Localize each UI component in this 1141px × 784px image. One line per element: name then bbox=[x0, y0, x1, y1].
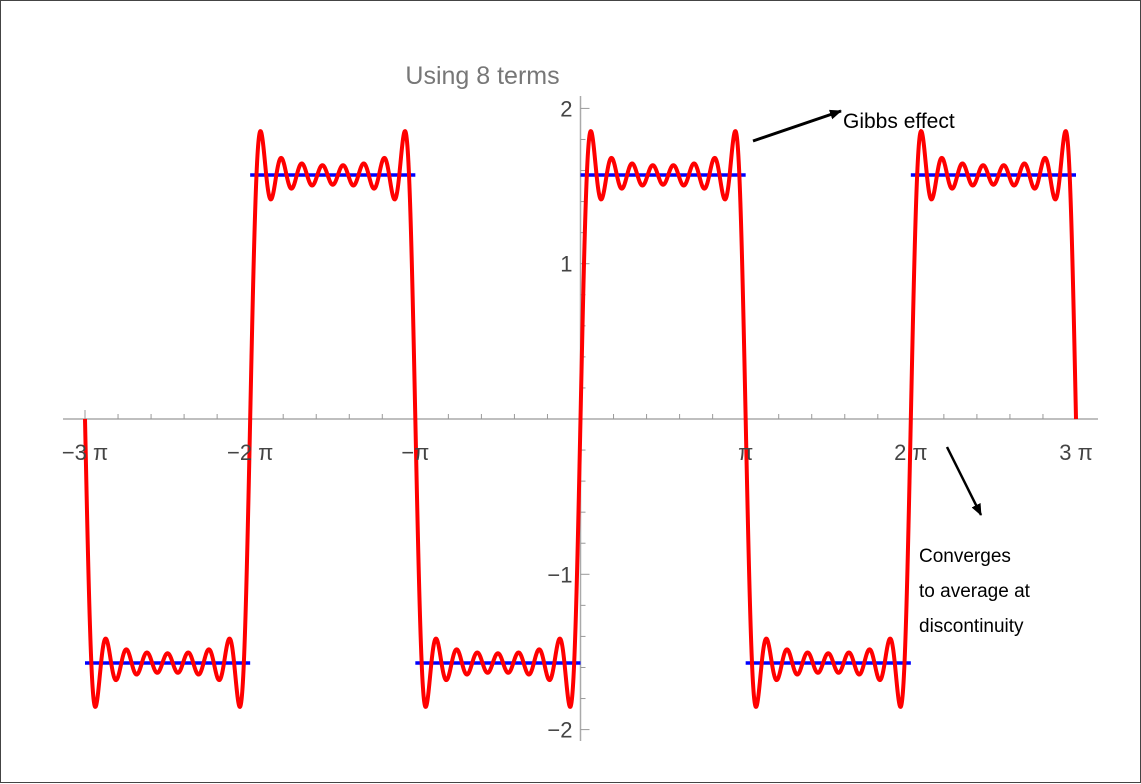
y-tick-label: −2 bbox=[547, 718, 572, 743]
gibbs-effect-label: Gibbs effect bbox=[843, 110, 955, 133]
annotations: Gibbs effect Converges to average at discon… bbox=[752, 109, 1031, 637]
converges-label-line: discontinuity bbox=[919, 616, 1024, 637]
converges-arrow bbox=[945, 446, 983, 516]
x-tick-label: 2 π bbox=[894, 440, 928, 465]
fourier-series bbox=[83, 129, 1078, 709]
tick-labels: −3 π −2 π −π π 2 π 3 π −2 −1 1 2 bbox=[62, 96, 1093, 742]
fourier-curve bbox=[83, 129, 1078, 709]
y-tick-label: 2 bbox=[560, 96, 572, 121]
y-tick-label: 1 bbox=[560, 252, 572, 277]
x-tick-label: −π bbox=[401, 440, 429, 465]
x-tick-label: π bbox=[738, 440, 753, 465]
x-tick-label: −2 π bbox=[227, 440, 273, 465]
converges-label-line: to average at bbox=[919, 581, 1031, 602]
x-tick-label: 3 π bbox=[1059, 440, 1093, 465]
x-tick-label: −3 π bbox=[62, 440, 108, 465]
converges-label-line: Converges bbox=[919, 546, 1011, 567]
gibbs-arrow bbox=[752, 109, 842, 143]
y-tick-label: −1 bbox=[547, 562, 572, 587]
chart-title: Using 8 terms bbox=[405, 62, 559, 90]
